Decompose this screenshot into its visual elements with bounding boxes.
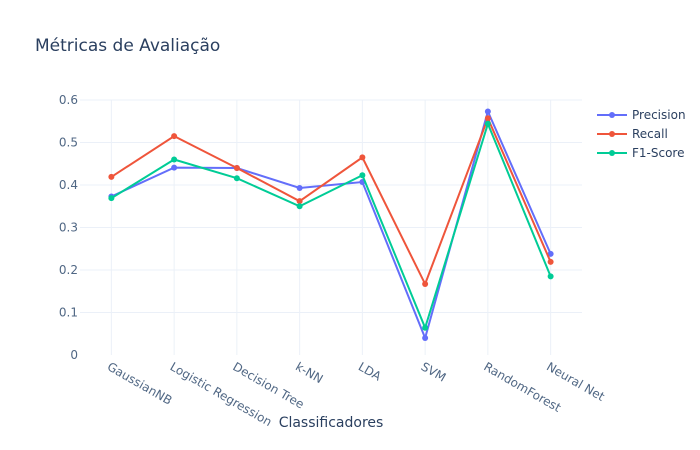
legend-marker (609, 112, 615, 118)
data-point[interactable] (296, 203, 303, 210)
x-axis-title: Classificadores (279, 415, 384, 431)
data-point[interactable] (108, 195, 115, 202)
data-point[interactable] (422, 324, 429, 331)
data-point[interactable] (296, 198, 303, 205)
data-point[interactable] (359, 154, 366, 161)
y-tick-label: 0.3 (59, 221, 78, 235)
data-point[interactable] (422, 335, 429, 341)
legend-label: F1-Score (632, 146, 684, 160)
data-point[interactable] (233, 165, 240, 171)
data-point[interactable] (171, 133, 178, 140)
data-point[interactable] (171, 164, 178, 171)
series-line (110, 115, 552, 287)
series-line (110, 108, 552, 342)
data-point[interactable] (233, 175, 240, 182)
legend-label: Recall (632, 127, 668, 141)
y-tick-label: 0.4 (59, 178, 78, 192)
y-tick-label: 0.5 (59, 136, 78, 150)
data-point[interactable] (296, 184, 303, 191)
gridlines (80, 99, 582, 355)
chart-title: Métricas de Avaliação (35, 36, 220, 56)
data-point[interactable] (547, 250, 554, 257)
data-point[interactable] (484, 120, 491, 127)
legend-item[interactable]: Precision (597, 108, 686, 122)
data-point[interactable] (171, 156, 178, 163)
series-line (110, 120, 552, 331)
series-group (108, 108, 554, 342)
legend-marker (609, 131, 615, 137)
y-tick-label: 0.6 (59, 93, 78, 107)
data-point[interactable] (547, 258, 554, 265)
series-recall (108, 115, 554, 288)
legend-marker (609, 150, 615, 156)
legend[interactable]: Precision Recall F1-Score (597, 108, 686, 160)
data-point[interactable] (484, 115, 491, 122)
legend-label: Precision (632, 108, 686, 122)
data-point[interactable] (422, 281, 429, 288)
legend-item[interactable]: Recall (597, 127, 668, 141)
data-point[interactable] (547, 273, 554, 280)
series-f1-score (108, 120, 554, 331)
y-tick-label: 0.1 (59, 306, 78, 320)
data-point[interactable] (359, 172, 366, 179)
y-axis-ticks: 0 0.1 0.2 0.3 0.4 0.5 0.6 (59, 93, 78, 362)
data-point[interactable] (108, 173, 115, 180)
legend-item[interactable]: F1-Score (597, 146, 684, 160)
y-tick-label: 0 (70, 348, 78, 362)
data-point[interactable] (484, 108, 491, 115)
y-tick-label: 0.2 (59, 263, 78, 277)
